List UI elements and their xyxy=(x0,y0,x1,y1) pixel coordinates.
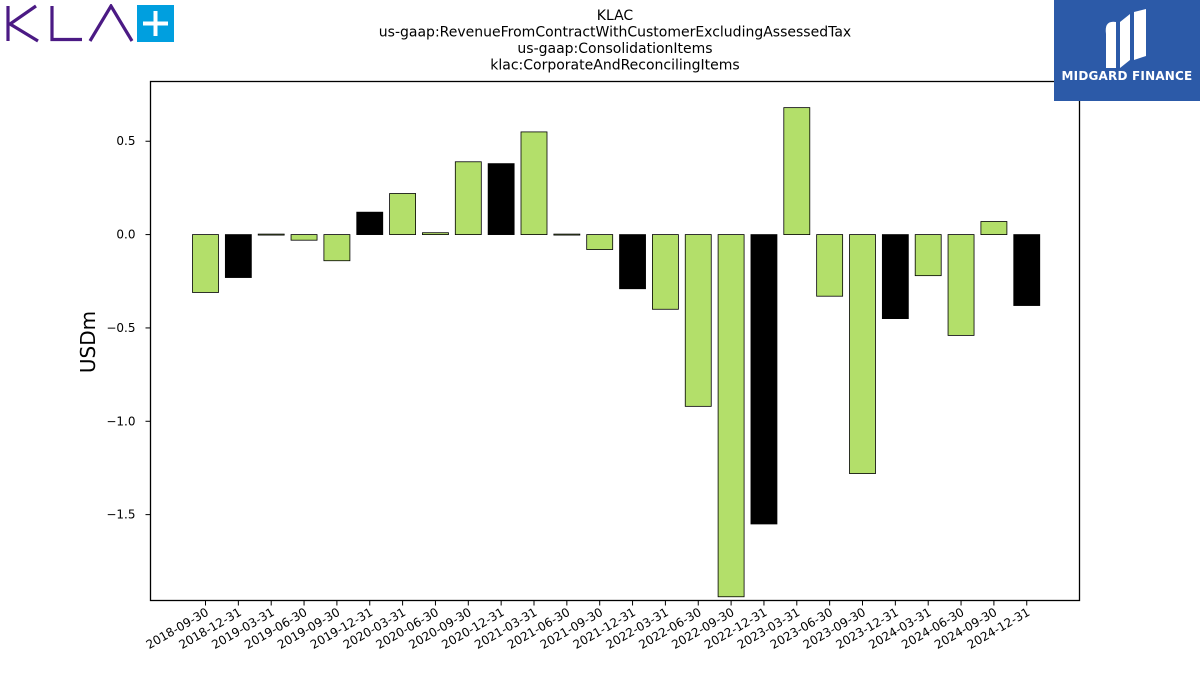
y-tick-label: −0.5 xyxy=(106,321,135,335)
y-axis: 0.5 0.0 −0.5 −1.0 −1.5 xyxy=(106,134,151,522)
bar-2023-09-30 xyxy=(849,234,876,474)
bar-2018-09-30 xyxy=(192,234,219,293)
bar-series xyxy=(192,107,1041,598)
y-tick-label: −1.0 xyxy=(106,414,135,428)
y-axis-label: USDm xyxy=(76,311,100,373)
bar-2020-09-30 xyxy=(454,161,482,235)
bar-2019-09-30 xyxy=(323,234,351,262)
y-tick-label: 0.5 xyxy=(116,134,135,148)
bar-2020-03-31 xyxy=(389,193,417,235)
bar-2022-09-30 xyxy=(717,234,745,598)
bar-2024-09-30 xyxy=(980,221,1008,235)
kla-logo xyxy=(4,2,176,44)
midgard-logo-mark xyxy=(1105,9,1146,68)
bar-2023-03-31 xyxy=(783,107,811,235)
bar-2021-09-30 xyxy=(586,234,614,250)
bar-2018-12-31 xyxy=(224,234,252,278)
bar-2022-06-30 xyxy=(684,234,712,407)
bar-2019-03-31 xyxy=(257,233,285,236)
bar-2021-06-30 xyxy=(553,233,581,236)
bar-2022-12-31 xyxy=(750,234,778,525)
chart-title-line-1: KLAC xyxy=(597,8,634,24)
bar-2019-12-31 xyxy=(356,211,384,235)
bar-2022-03-31 xyxy=(652,234,679,310)
midgard-logo-text: MIDGARD FINANCE xyxy=(1061,69,1193,83)
x-axis: 2018-09-302018-12-312019-03-312019-06-30… xyxy=(144,600,1032,652)
bar-2024-03-31 xyxy=(914,234,942,277)
chart-title: KLAC us-gaap:RevenueFromContractWithCust… xyxy=(379,8,851,74)
chart-title-line-4: klac:CorporateAndReconcilingItems xyxy=(490,58,739,74)
bar-2023-06-30 xyxy=(816,234,844,297)
y-tick-label: −1.5 xyxy=(106,508,135,522)
y-tick-label: 0.0 xyxy=(116,228,135,242)
bar-2021-03-31 xyxy=(520,131,548,235)
midgard-finance-logo: MIDGARD FINANCE xyxy=(1054,0,1200,101)
chart-title-line-3: us-gaap:ConsolidationItems xyxy=(517,41,712,57)
bar-2024-06-30 xyxy=(947,234,975,336)
plot-frame xyxy=(149,80,1081,602)
bar-2019-06-30 xyxy=(290,234,318,241)
bar-2020-06-30 xyxy=(422,232,449,235)
bar-2023-12-31 xyxy=(881,234,909,319)
bar-2020-12-31 xyxy=(487,163,515,235)
bar-2024-12-31 xyxy=(1013,234,1041,306)
bar-2021-12-31 xyxy=(619,234,646,290)
chart-title-line-2: us-gaap:RevenueFromContractWithCustomerE… xyxy=(379,25,851,41)
kla-logo-mark xyxy=(6,2,174,43)
